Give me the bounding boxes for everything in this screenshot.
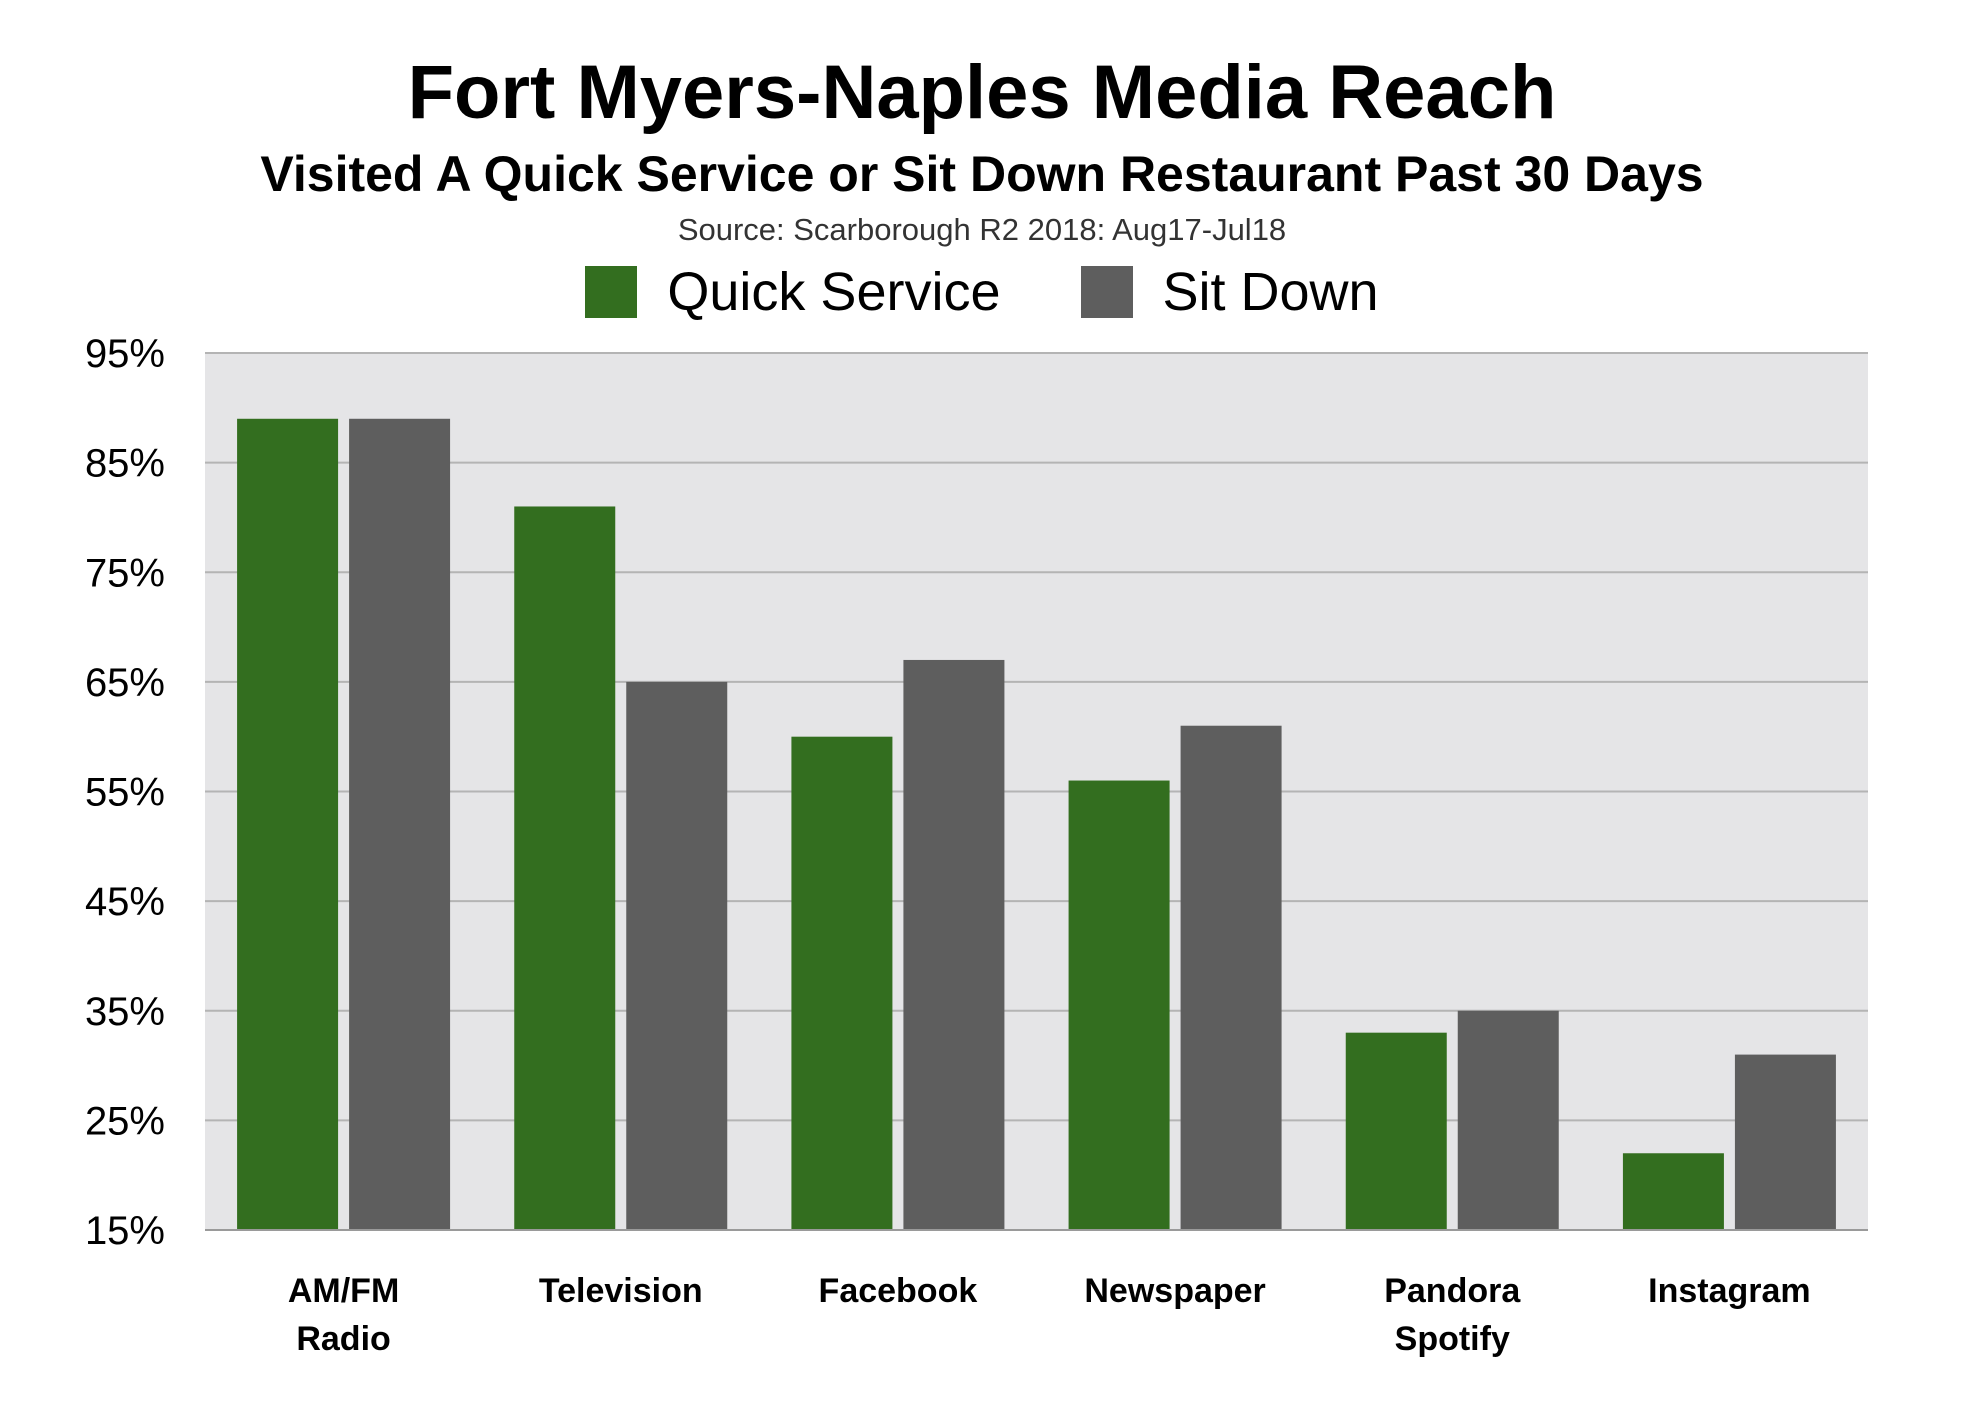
legend-swatch-quick-service bbox=[585, 266, 638, 318]
y-tick-label: 85% bbox=[85, 442, 165, 486]
legend-swatch-sit-down bbox=[1080, 266, 1133, 318]
y-tick-label: 25% bbox=[85, 1099, 165, 1143]
x-tick-label: Spotify bbox=[1395, 1320, 1510, 1358]
bar-sit-down bbox=[1180, 725, 1282, 1230]
chart-legend: Quick Service Sit Down bbox=[0, 262, 1964, 322]
y-tick-label: 75% bbox=[85, 551, 165, 595]
x-tick-label: Newspaper bbox=[1084, 1272, 1265, 1310]
y-tick-label: 95% bbox=[85, 332, 165, 376]
bar-quick-service bbox=[1622, 1153, 1724, 1230]
bar-sit-down bbox=[1457, 1010, 1559, 1230]
bar-quick-service bbox=[237, 418, 339, 1230]
x-tick-label: Pandora bbox=[1384, 1272, 1521, 1310]
legend-label-sit-down: Sit Down bbox=[1162, 262, 1379, 322]
legend-label-quick-service: Quick Service bbox=[667, 262, 1001, 322]
x-tick-label: AM/FM bbox=[288, 1272, 399, 1310]
y-tick-label: 15% bbox=[85, 1209, 165, 1253]
legend-item-quick-service: Quick Service bbox=[585, 262, 1001, 322]
bar-quick-service bbox=[514, 506, 616, 1231]
bar-quick-service bbox=[1068, 780, 1170, 1230]
x-tick-label: Instagram bbox=[1648, 1272, 1811, 1310]
bar-sit-down bbox=[626, 681, 728, 1230]
legend-item-sit-down: Sit Down bbox=[1080, 262, 1379, 322]
bar-quick-service bbox=[1345, 1032, 1447, 1230]
chart-title: Fort Myers-Naples Media Reach bbox=[407, 50, 1557, 135]
y-tick-label: 35% bbox=[85, 990, 165, 1034]
bar-quick-service bbox=[791, 736, 893, 1230]
y-tick-label: 45% bbox=[85, 880, 165, 924]
bar-sit-down bbox=[1734, 1054, 1836, 1230]
x-tick-label: Television bbox=[539, 1272, 703, 1310]
bar-sit-down bbox=[349, 418, 451, 1230]
x-tick-label: Radio bbox=[296, 1320, 390, 1358]
bar-sit-down bbox=[903, 659, 1005, 1230]
chart-subtitle: Visited A Quick Service or Sit Down Rest… bbox=[260, 146, 1704, 202]
y-tick-label: 65% bbox=[85, 661, 165, 705]
chart-source: Source: Scarborough R2 2018: Aug17-Jul18 bbox=[677, 212, 1287, 247]
y-tick-label: 55% bbox=[85, 771, 165, 815]
x-tick-label: Facebook bbox=[819, 1272, 978, 1310]
